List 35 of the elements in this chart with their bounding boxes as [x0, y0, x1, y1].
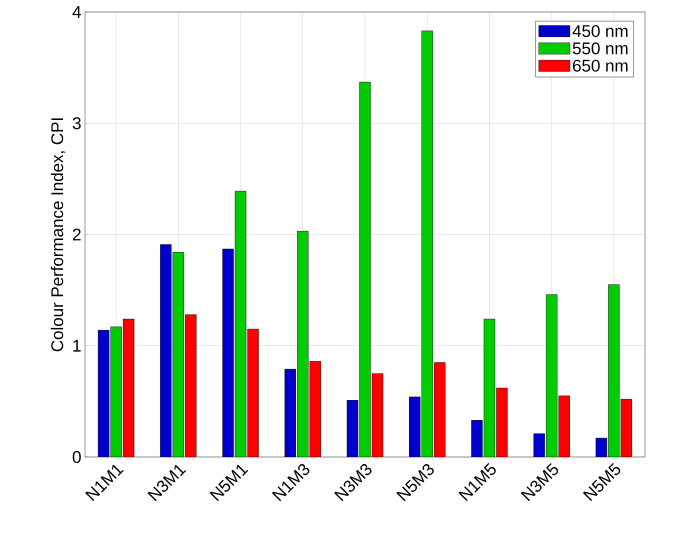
bar	[409, 396, 420, 457]
bar	[110, 326, 122, 457]
bar	[310, 361, 321, 457]
legend-label: 450 nm	[572, 25, 628, 38]
bar	[359, 82, 371, 457]
bar	[596, 438, 608, 457]
bar	[546, 294, 558, 457]
bar	[434, 362, 446, 457]
bar	[172, 252, 184, 457]
bar	[160, 244, 172, 457]
bar	[297, 230, 308, 457]
y-tick-label: 1	[73, 340, 81, 352]
y-tick-label: 2	[72, 228, 81, 240]
bar	[247, 328, 259, 457]
bar	[620, 398, 632, 457]
bar	[422, 30, 433, 457]
y-tick-label: 4	[72, 6, 81, 18]
bar	[284, 368, 296, 457]
legend-label: 550 nm	[572, 42, 628, 54]
bar	[234, 190, 246, 457]
bar	[496, 388, 508, 457]
y-tick-label: 3	[72, 117, 81, 130]
bar	[558, 396, 570, 457]
bar	[608, 284, 620, 457]
bar	[484, 318, 496, 457]
bar	[533, 433, 545, 457]
y-tick-label: 0	[72, 451, 81, 464]
bar	[346, 400, 358, 457]
bar	[98, 330, 110, 457]
bar	[185, 314, 197, 457]
bar	[222, 248, 234, 457]
bar	[372, 373, 384, 457]
y-axis-title: Colour Performance Index, CPI	[50, 118, 66, 352]
legend-label: 650 nm	[572, 60, 628, 72]
bar	[122, 318, 134, 457]
